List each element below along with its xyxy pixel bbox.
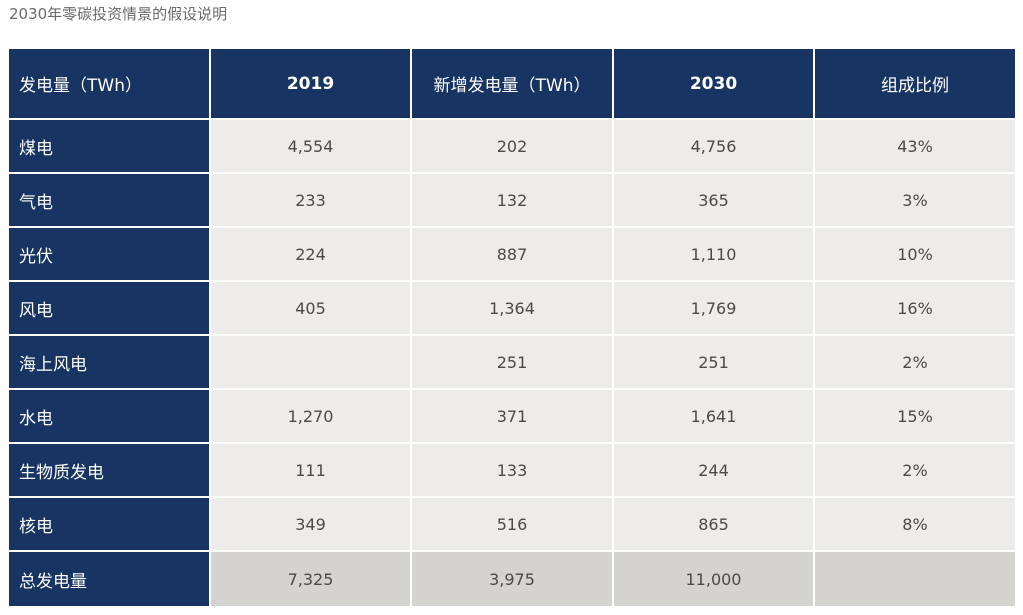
total-2030: 11,000 [614, 552, 815, 606]
table-row: 煤电 4,554 202 4,756 43% [9, 120, 1015, 174]
table-header-row: 发电量（TWh） 2019 新增发电量（TWh） 2030 组成比例 [9, 49, 1015, 120]
table-row: 水电 1,270 371 1,641 15% [9, 390, 1015, 444]
cell-share: 8% [815, 498, 1015, 552]
cell-new: 516 [412, 498, 614, 552]
cell-2019: 405 [211, 282, 412, 336]
cell-2030: 1,769 [614, 282, 815, 336]
row-label: 风电 [9, 282, 211, 336]
header-generation: 发电量（TWh） [9, 49, 211, 120]
table-row: 核电 349 516 865 8% [9, 498, 1015, 552]
cell-share: 2% [815, 444, 1015, 498]
cell-2030: 251 [614, 336, 815, 390]
cell-2019: 224 [211, 228, 412, 282]
header-2019: 2019 [211, 49, 412, 120]
row-label: 煤电 [9, 120, 211, 174]
cell-share: 3% [815, 174, 1015, 228]
table-row: 生物质发电 111 133 244 2% [9, 444, 1015, 498]
cell-new: 887 [412, 228, 614, 282]
cell-2030: 4,756 [614, 120, 815, 174]
cell-new: 251 [412, 336, 614, 390]
cell-2019: 111 [211, 444, 412, 498]
cell-2019: 1,270 [211, 390, 412, 444]
cell-2019: 233 [211, 174, 412, 228]
total-share [815, 552, 1015, 606]
cell-share: 10% [815, 228, 1015, 282]
cell-share: 2% [815, 336, 1015, 390]
table-caption: 2030年零碳投资情景的假设说明 [9, 5, 228, 23]
row-label: 光伏 [9, 228, 211, 282]
cell-new: 132 [412, 174, 614, 228]
cell-new: 371 [412, 390, 614, 444]
header-share: 组成比例 [815, 49, 1015, 120]
cell-share: 16% [815, 282, 1015, 336]
row-label: 生物质发电 [9, 444, 211, 498]
header-new-generation: 新增发电量（TWh） [412, 49, 614, 120]
cell-2030: 365 [614, 174, 815, 228]
cell-2019: 4,554 [211, 120, 412, 174]
total-2019: 7,325 [211, 552, 412, 606]
cell-share: 15% [815, 390, 1015, 444]
row-label: 核电 [9, 498, 211, 552]
row-label: 气电 [9, 174, 211, 228]
row-label: 海上风电 [9, 336, 211, 390]
table-row: 光伏 224 887 1,110 10% [9, 228, 1015, 282]
cell-2030: 1,110 [614, 228, 815, 282]
total-row: 总发电量 7,325 3,975 11,000 [9, 552, 1015, 606]
cell-2019: 349 [211, 498, 412, 552]
total-new: 3,975 [412, 552, 614, 606]
cell-new: 133 [412, 444, 614, 498]
table-row: 海上风电 251 251 2% [9, 336, 1015, 390]
cell-2030: 1,641 [614, 390, 815, 444]
cell-new: 202 [412, 120, 614, 174]
total-label: 总发电量 [9, 552, 211, 606]
cell-2030: 244 [614, 444, 815, 498]
row-label: 水电 [9, 390, 211, 444]
table-row: 气电 233 132 365 3% [9, 174, 1015, 228]
table-row: 风电 405 1,364 1,769 16% [9, 282, 1015, 336]
header-2030: 2030 [614, 49, 815, 120]
cell-share: 43% [815, 120, 1015, 174]
cell-new: 1,364 [412, 282, 614, 336]
cell-2030: 865 [614, 498, 815, 552]
cell-2019 [211, 336, 412, 390]
power-generation-table: 发电量（TWh） 2019 新增发电量（TWh） 2030 组成比例 煤电 4,… [9, 49, 1015, 606]
